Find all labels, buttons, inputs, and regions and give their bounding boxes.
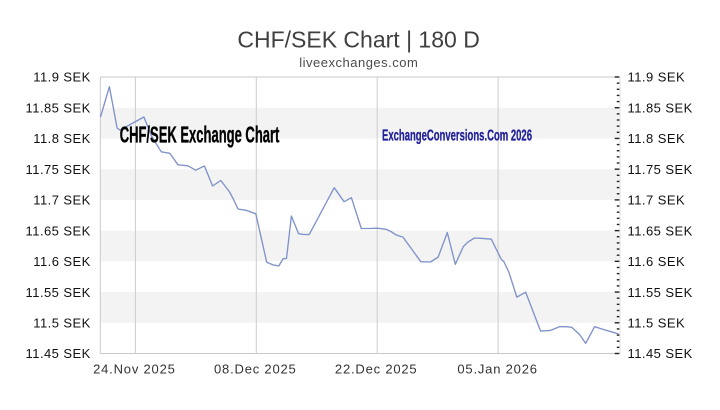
- svg-text:11.9 SEK: 11.9 SEK: [33, 70, 91, 85]
- svg-text:11.8 SEK: 11.8 SEK: [628, 131, 686, 146]
- svg-text:11.75 SEK: 11.75 SEK: [628, 162, 693, 177]
- svg-text:ExchangeConversions.Com 2026: ExchangeConversions.Com 2026: [382, 128, 532, 145]
- svg-text:22.Dec 2025: 22.Dec 2025: [335, 362, 418, 377]
- svg-text:11.7 SEK: 11.7 SEK: [628, 193, 686, 208]
- svg-text:11.65 SEK: 11.65 SEK: [628, 223, 693, 238]
- svg-text:11.85 SEK: 11.85 SEK: [26, 100, 91, 115]
- svg-text:11.8 SEK: 11.8 SEK: [33, 131, 91, 146]
- svg-text:11.5 SEK: 11.5 SEK: [33, 316, 91, 331]
- svg-text:11.65 SEK: 11.65 SEK: [26, 223, 91, 238]
- svg-text:05.Jan 2026: 05.Jan 2026: [457, 362, 537, 377]
- svg-text:CHF/SEK Chart | 180 D: CHF/SEK Chart | 180 D: [237, 27, 479, 53]
- svg-text:24.Nov 2025: 24.Nov 2025: [93, 362, 176, 377]
- svg-text:11.55 SEK: 11.55 SEK: [628, 285, 693, 300]
- svg-text:11.85 SEK: 11.85 SEK: [628, 100, 693, 115]
- svg-text:08.Dec 2025: 08.Dec 2025: [214, 362, 297, 377]
- svg-text:11.9 SEK: 11.9 SEK: [628, 70, 686, 85]
- svg-text:11.75 SEK: 11.75 SEK: [26, 162, 91, 177]
- svg-text:11.5 SEK: 11.5 SEK: [628, 316, 686, 331]
- svg-text:11.7 SEK: 11.7 SEK: [33, 193, 91, 208]
- svg-text:11.45 SEK: 11.45 SEK: [26, 346, 91, 361]
- svg-text:11.45 SEK: 11.45 SEK: [628, 346, 693, 361]
- svg-text:11.6 SEK: 11.6 SEK: [628, 254, 686, 269]
- svg-text:11.55 SEK: 11.55 SEK: [26, 285, 91, 300]
- svg-text:CHF/SEK Exchange Chart: CHF/SEK Exchange Chart: [120, 122, 280, 148]
- svg-text:11.6 SEK: 11.6 SEK: [33, 254, 91, 269]
- svg-text:liveexchanges.com: liveexchanges.com: [299, 55, 418, 70]
